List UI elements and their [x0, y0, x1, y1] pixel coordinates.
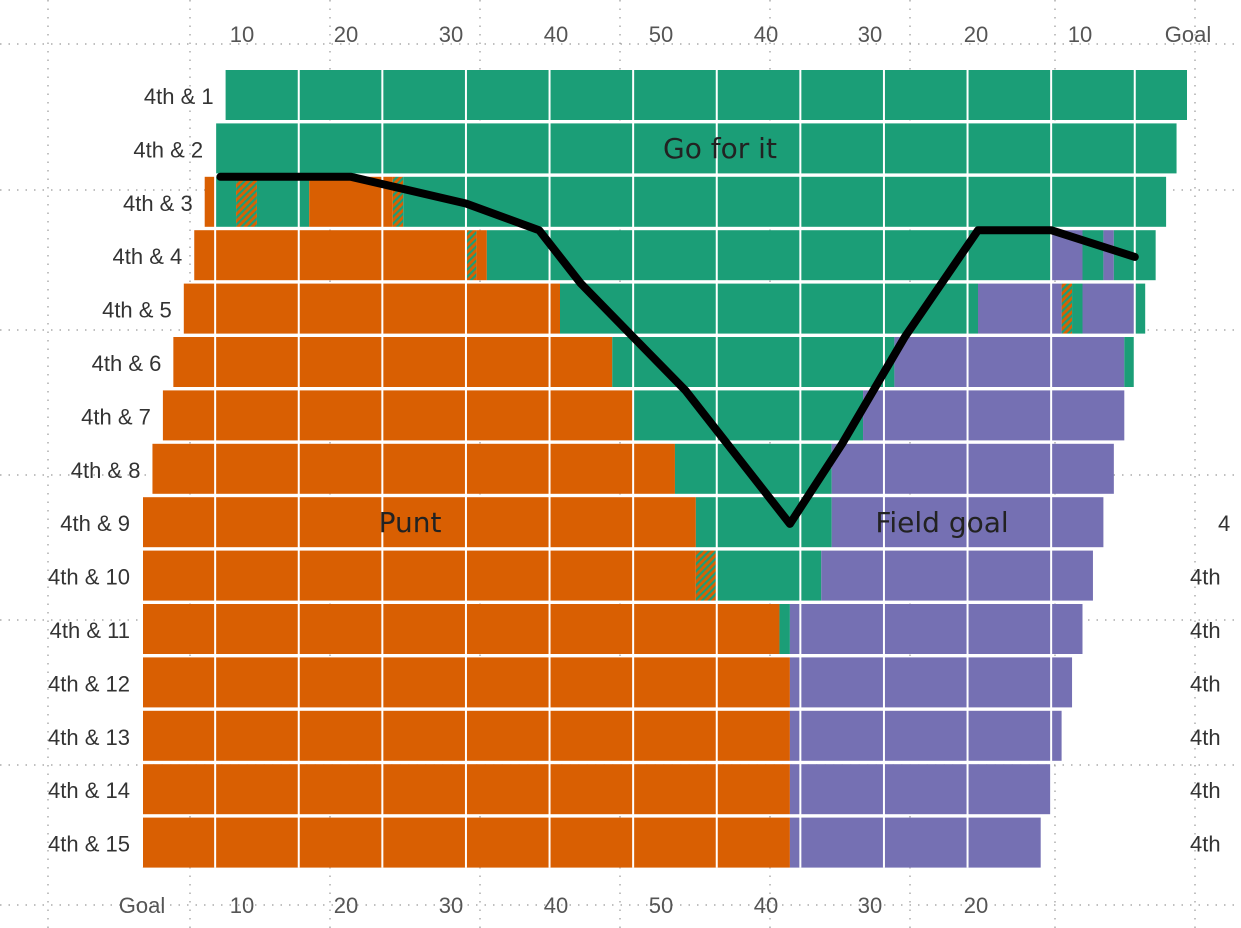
bar-segment-mix [1061, 283, 1073, 334]
bar-segment-punt [183, 283, 561, 334]
bar-segment-fg [789, 764, 1052, 815]
row-label: 4th & 8 [71, 458, 141, 483]
row-label: 4th & 5 [102, 298, 172, 323]
bar-segment-mix [236, 176, 257, 227]
row-label: 4th & 11 [50, 618, 130, 643]
bar-segment-punt [152, 443, 675, 494]
right-label: 4th [1190, 832, 1221, 857]
bottom-tick-label: Goal [119, 893, 165, 918]
row-label: 4th & 1 [144, 84, 214, 109]
bar-segment-go [633, 390, 864, 441]
top-tick-label: 20 [334, 22, 358, 47]
bar-segment-punt [173, 337, 613, 387]
top-tick-label: 10 [1068, 22, 1092, 47]
row-label: 4th & 3 [123, 191, 193, 216]
row-label: 4th & 7 [81, 404, 151, 429]
bar-segment-go [1072, 283, 1083, 334]
top-tick-label: Goal [1165, 22, 1211, 47]
right-labels: 4 4th 4th 4th 4th 4th 4th [1190, 511, 1230, 856]
row-label: 4th & 10 [48, 565, 130, 590]
bottom-tick-label: 40 [544, 893, 568, 918]
bar-segment-punt [476, 230, 487, 281]
bar-segment-punt [204, 176, 216, 227]
bar-segment-punt [162, 390, 634, 441]
bottom-tick-label: 20 [964, 893, 988, 918]
right-label: 4th [1190, 725, 1221, 750]
bottom-tick-label: 40 [754, 893, 778, 918]
bar-segment-go [1134, 283, 1146, 334]
row-label: 4th & 12 [48, 671, 130, 696]
row-label: 4th & 4 [113, 244, 183, 269]
bar-segment-go [225, 70, 1188, 120]
bottom-tick-label: 30 [439, 893, 463, 918]
bars [142, 70, 1188, 868]
region-label-punt: Punt [379, 506, 442, 539]
bar-segment-go [403, 176, 1167, 227]
bar-segment-punt [142, 550, 696, 601]
top-tick-label: 30 [439, 22, 463, 47]
decision-line-layer [216, 172, 1139, 528]
bar-segment-mix [695, 550, 717, 601]
right-label: 4th [1190, 565, 1221, 590]
bar-segment-fg [789, 604, 1083, 654]
bar-segment-fg [821, 550, 1093, 601]
row-label: 4th & 9 [60, 511, 130, 536]
bar-segment-go [716, 550, 822, 601]
top-tick-label: 50 [649, 22, 673, 47]
bar-segment-fg [863, 390, 1125, 441]
top-tick-label: 10 [230, 22, 254, 47]
bar-segment-punt [142, 497, 696, 548]
bottom-tick-label: 20 [334, 893, 358, 918]
row-label: 4th & 15 [48, 832, 130, 857]
top-tick-label: 20 [964, 22, 988, 47]
top-tick-label: 40 [754, 22, 778, 47]
bar-segment-fg [789, 710, 1062, 761]
bar-segment-fg [894, 337, 1125, 387]
region-label-go: Go for it [663, 132, 777, 165]
bottom-tick-label: 50 [649, 893, 673, 918]
bar-segment-go [215, 176, 237, 227]
row-label: 4th & 14 [48, 778, 130, 803]
row-label: 4th & 13 [48, 725, 130, 750]
bar-segment-mix [392, 176, 404, 227]
top-tick-label: 30 [858, 22, 882, 47]
vertical-gridlines [141, 70, 1136, 868]
right-label: 4th [1190, 778, 1221, 803]
bar-segment-go [674, 443, 832, 494]
bottom-tick-label: 10 [230, 893, 254, 918]
bar-segment-go [695, 497, 832, 548]
top-axis: 10 20 30 40 50 40 30 20 10 Goal [230, 22, 1211, 47]
bar-segment-fg [1103, 230, 1114, 281]
bar-segment-fg [789, 657, 1073, 708]
bar-segment-go [779, 604, 790, 654]
bar-segment-go [256, 176, 310, 227]
bar-segment-punt [142, 604, 780, 654]
region-label-fg: Field goal [875, 506, 1008, 539]
bar-segment-go [1124, 337, 1135, 387]
bar-segment-go [215, 123, 1177, 174]
row-label: 4th & 6 [92, 351, 162, 376]
bar-segment-fg [1082, 283, 1135, 334]
bar-segment-mix [465, 230, 477, 281]
right-label: 4 [1218, 511, 1230, 536]
bar-segment-fg [978, 283, 1062, 334]
row-labels: 4th & 1 4th & 2 4th & 3 4th & 4 4th & 5 4th &… [48, 84, 214, 857]
right-label: 4th [1190, 671, 1221, 696]
bar-segment-fg [831, 443, 1114, 494]
bar-segment-punt [194, 230, 466, 281]
decision-line [216, 172, 1139, 528]
bottom-axis: Goal 10 20 30 40 50 40 30 20 [119, 893, 988, 918]
bottom-tick-label: 30 [858, 893, 882, 918]
right-label: 4th [1190, 618, 1221, 643]
row-label: 4th & 2 [133, 137, 203, 162]
top-tick-label: 40 [544, 22, 568, 47]
bar-segment-fg [789, 817, 1041, 868]
